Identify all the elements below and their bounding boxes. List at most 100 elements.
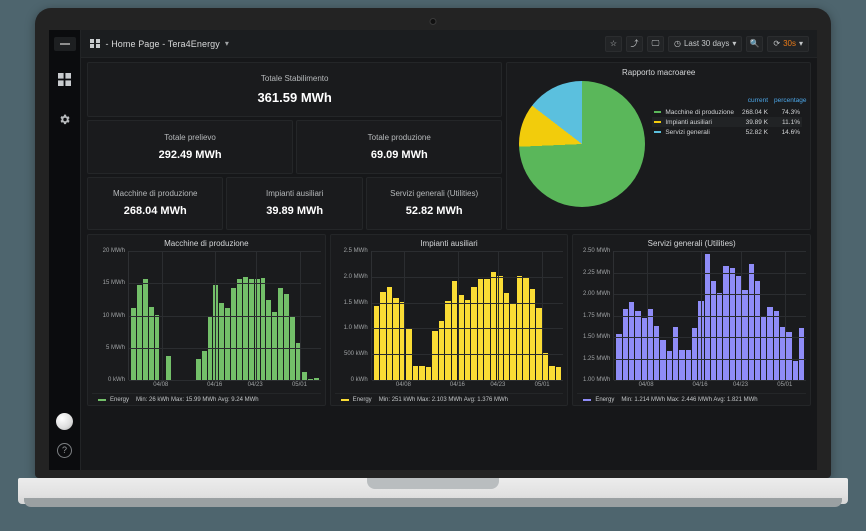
- gridline: [371, 328, 564, 330]
- panel-title: Macchine di produzione: [164, 239, 249, 248]
- stat-label: Totale produzione: [367, 132, 431, 142]
- bar: [148, 307, 154, 380]
- x-axis: 04/08 04/16 04/23 05/01: [613, 380, 806, 391]
- bar: [622, 308, 628, 380]
- y-tick-label: 15 MWh: [102, 280, 125, 287]
- y-tick-label: 2.00 MWh: [583, 291, 611, 297]
- gridline-vertical: [700, 251, 702, 380]
- bar: [295, 342, 301, 380]
- zoom-out-button[interactable]: 🔍: [746, 35, 764, 52]
- legend-label: Macchine di produzione: [665, 108, 734, 116]
- bar: [635, 311, 641, 380]
- kiosk-tv-button[interactable]: 🖵: [647, 35, 664, 52]
- chart-legend[interactable]: Energy Min: 251 kWh Max: 2.103 MWh Avg: …: [334, 393, 564, 403]
- star-button[interactable]: ☆: [605, 35, 622, 52]
- panel-rapporto-macroaree[interactable]: Rapporto macroaree current percentage: [506, 62, 811, 230]
- gridline: [614, 358, 807, 360]
- time-range-picker[interactable]: ◷ Last 30 days ▾: [668, 35, 743, 52]
- bar: [451, 280, 458, 380]
- sidebar: ?: [49, 30, 81, 470]
- panel-impianti-ausiliari[interactable]: Impianti ausiliari 0 kWh 500 kWh 1.0 MWh 1.…: [329, 234, 569, 406]
- bar: [166, 356, 172, 380]
- stat-label: Totale prelievo: [164, 132, 216, 142]
- bar: [773, 311, 780, 380]
- x-tick-label: 04/23: [732, 382, 749, 388]
- x-tick-label: 04/08: [153, 382, 169, 388]
- stat-totale-produzione[interactable]: Totale produzione 69.09 MWh: [296, 120, 503, 174]
- bar: [458, 295, 464, 380]
- legend-label: Impianti ausiliari: [665, 118, 712, 126]
- x-tick-label: 04/23: [247, 382, 263, 388]
- stat-totale-stabilimento[interactable]: Totale Stabilimento 361.59 MWh: [88, 63, 501, 116]
- legend-series-name: Energy: [595, 397, 615, 403]
- y-tick-label: 2.0 MWh: [343, 273, 368, 280]
- chart-legend[interactable]: Energy Min: 1.214 MWh Max: 2.446 MWh Avg…: [577, 393, 807, 403]
- stat-servizi-generali[interactable]: Servizi generali (Utilities) 52.82 MWh: [365, 176, 503, 230]
- sidebar-menu-button[interactable]: [53, 37, 76, 51]
- bar: [767, 306, 773, 380]
- pie-legend-row[interactable]: Macchine di produzione 268.04 K 74.3%: [652, 107, 802, 117]
- share-button[interactable]: ⤴: [626, 35, 643, 52]
- bar: [754, 281, 761, 380]
- gridline: [614, 380, 807, 381]
- gridline-vertical: [404, 251, 406, 380]
- chevron-down-icon: ▾: [798, 39, 803, 48]
- bar: [219, 303, 225, 380]
- bar: [477, 279, 484, 380]
- grafana-app: ? - Home Page - Tera4Energy ▾ ☆ ⤴: [49, 30, 817, 470]
- gridline: [614, 251, 807, 252]
- stat-macchine-di-produzione[interactable]: Macchine di produzione 268.04 MWh: [87, 176, 224, 230]
- time-range-label: Last 30 days: [683, 39, 730, 48]
- dashboard: Totale Stabilimento 361.59 MWh Totale pr…: [81, 58, 817, 470]
- stat-label: Impianti ausiliari: [266, 189, 324, 199]
- legend-stats: Min: 251 kWh Max: 2.103 MWh Avg: 1.376 M…: [378, 397, 508, 403]
- gridline: [614, 294, 807, 295]
- stat-totale-prelievo[interactable]: Totale prelievo 292.49 MWh: [87, 120, 294, 174]
- bar: [471, 286, 477, 380]
- bar: [704, 254, 710, 380]
- bar: [445, 300, 451, 380]
- pie-legend-row[interactable]: Servizi generali 52.82 K 14.6%: [652, 127, 802, 137]
- avatar[interactable]: [56, 413, 73, 430]
- legend-label: Servizi generali: [665, 128, 710, 136]
- gridline-vertical: [299, 251, 301, 380]
- stat-row-mid: Totale prelievo 292.49 MWh Totale produz…: [87, 120, 503, 174]
- stat-label: Servizi generali (Utilities): [390, 189, 479, 199]
- y-tick-label: 0 kWh: [350, 377, 368, 383]
- gridline-vertical: [498, 251, 500, 380]
- panel-servizi-generali[interactable]: Servizi generali (Utilities) 1.00 MWh 1.2…: [572, 234, 812, 406]
- gridline: [614, 315, 807, 317]
- bar: [131, 308, 136, 380]
- plot-area[interactable]: [613, 251, 807, 381]
- panel-macchine-di-produzione[interactable]: Macchine di produzione 0 kWh 5 MWh 10 MWh 1…: [87, 234, 326, 406]
- bar: [516, 275, 523, 380]
- refresh-interval-picker[interactable]: ⟳ 30s ▾: [767, 35, 809, 52]
- gridline: [129, 315, 321, 317]
- breadcrumb[interactable]: - Home Page - Tera4Energy: [105, 38, 220, 49]
- breadcrumb-caret-icon[interactable]: ▾: [224, 39, 229, 48]
- bar: [717, 293, 723, 380]
- y-tick-label: 1.75 MWh: [583, 312, 611, 319]
- legend-percentage: 74.3%: [781, 108, 800, 116]
- pie-chart[interactable]: [519, 81, 646, 207]
- sidebar-item-dashboards[interactable]: [53, 67, 77, 91]
- legend-percentage: 11.1%: [782, 118, 800, 126]
- stat-impianti-ausiliari[interactable]: Impianti ausiliari 39.89 MWh: [226, 176, 363, 230]
- pie-legend-header: current percentage: [652, 97, 807, 104]
- pie-legend-row[interactable]: Impianti ausiliari 39.89 K 11.1%: [652, 117, 802, 127]
- chart-legend[interactable]: Energy Min: 26 kWh Max: 15.99 MWh Avg: 9…: [92, 393, 321, 403]
- sidebar-item-configuration[interactable]: [53, 107, 77, 131]
- x-tick-label: 04/16: [449, 382, 465, 388]
- gridline: [129, 283, 321, 285]
- x-tick-label: 05/01: [777, 382, 793, 388]
- gridline-vertical: [457, 251, 459, 380]
- bar: [497, 275, 503, 380]
- refresh-icon: ⟳: [773, 39, 781, 48]
- help-icon[interactable]: ?: [57, 443, 72, 458]
- gridline-vertical: [784, 251, 786, 380]
- plot-area[interactable]: [128, 251, 321, 381]
- refresh-interval-label: 30s: [783, 39, 796, 48]
- plot-area[interactable]: [370, 251, 564, 381]
- bar: [792, 361, 798, 380]
- plot: 0 kWh 500 kWh 1.0 MWh 1.5 MWh 2.0 MWh 2.5 MWh: [335, 248, 564, 383]
